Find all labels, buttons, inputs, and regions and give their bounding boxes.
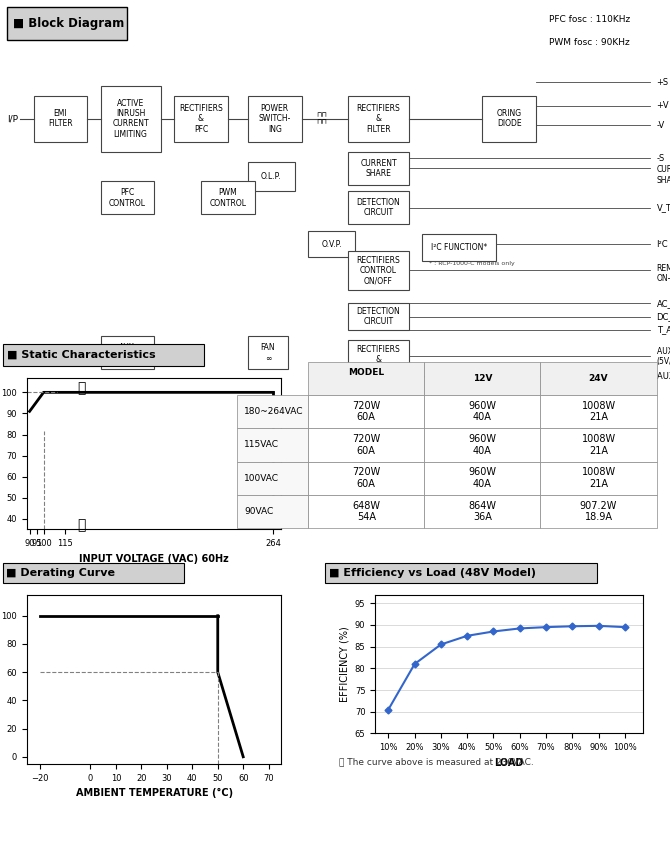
Bar bbox=[325, 562, 597, 583]
Text: * : RCP-1000-C models only: * : RCP-1000-C models only bbox=[429, 261, 515, 266]
Text: RECTIFIERS
&
FILTER: RECTIFIERS & FILTER bbox=[356, 104, 401, 134]
Bar bbox=[3, 562, 184, 583]
FancyBboxPatch shape bbox=[248, 337, 288, 370]
Text: I²C FUNCTION*: I²C FUNCTION* bbox=[431, 243, 487, 252]
X-axis label: LOAD: LOAD bbox=[494, 758, 524, 767]
Text: PWM
CONTROL: PWM CONTROL bbox=[209, 188, 247, 207]
Text: DETECTION
CIRCUIT: DETECTION CIRCUIT bbox=[356, 198, 401, 218]
Text: PFC fosc : 110KHz: PFC fosc : 110KHz bbox=[549, 16, 630, 24]
Text: ■ Static Characteristics: ■ Static Characteristics bbox=[7, 350, 155, 359]
Text: RECTIFIERS
&
FILTER: RECTIFIERS & FILTER bbox=[356, 345, 401, 374]
Text: ⊓⊓
⊓⊓: ⊓⊓ ⊓⊓ bbox=[316, 112, 327, 125]
Text: DC_OK: DC_OK bbox=[657, 312, 670, 321]
FancyBboxPatch shape bbox=[348, 191, 409, 224]
Text: V_TRIM: V_TRIM bbox=[657, 203, 670, 213]
Text: ■ Derating Curve: ■ Derating Curve bbox=[6, 568, 115, 577]
Text: -S: -S bbox=[657, 154, 665, 163]
Text: DETECTION
CIRCUIT: DETECTION CIRCUIT bbox=[356, 307, 401, 326]
Text: AUX POWER
(5V/0.3A): AUX POWER (5V/0.3A) bbox=[657, 346, 670, 366]
FancyBboxPatch shape bbox=[308, 231, 355, 257]
Text: O.L.P.: O.L.P. bbox=[261, 172, 281, 181]
Text: CURRENT
SHARE: CURRENT SHARE bbox=[360, 159, 397, 178]
Y-axis label: EFFICIENCY (%): EFFICIENCY (%) bbox=[339, 626, 349, 702]
Text: Ⓢ The curve above is measured at 230VAC.: Ⓢ The curve above is measured at 230VAC. bbox=[339, 757, 534, 766]
Text: RECTIFIERS
&
PFC: RECTIFIERS & PFC bbox=[179, 104, 223, 134]
Text: EMI
FILTER: EMI FILTER bbox=[48, 109, 72, 128]
FancyBboxPatch shape bbox=[100, 337, 154, 370]
Text: +V: +V bbox=[657, 101, 669, 110]
FancyBboxPatch shape bbox=[100, 181, 154, 214]
Text: ■ Efficiency vs Load (48V Model): ■ Efficiency vs Load (48V Model) bbox=[328, 568, 535, 577]
Text: AC_OK: AC_OK bbox=[657, 299, 670, 308]
Text: RECTIFIERS
CONTROL
ON/OFF: RECTIFIERS CONTROL ON/OFF bbox=[356, 255, 401, 286]
Text: 》: 》 bbox=[77, 518, 86, 532]
FancyBboxPatch shape bbox=[34, 95, 87, 141]
Bar bbox=[3, 345, 204, 366]
Text: ACTIVE
INRUSH
CURRENT
LIMITING: ACTIVE INRUSH CURRENT LIMITING bbox=[113, 99, 149, 139]
FancyBboxPatch shape bbox=[348, 95, 409, 141]
Text: I²C: I²C bbox=[657, 240, 668, 248]
Text: ORING
DIODE: ORING DIODE bbox=[496, 109, 522, 128]
X-axis label: AMBIENT TEMPERATURE (°C): AMBIENT TEMPERATURE (°C) bbox=[76, 788, 232, 799]
Text: O.V.P.: O.V.P. bbox=[322, 240, 342, 248]
Text: POWER
SWITCH-
ING: POWER SWITCH- ING bbox=[259, 104, 291, 134]
Text: REMOTE
ON-OFF: REMOTE ON-OFF bbox=[657, 264, 670, 284]
Text: I/P: I/P bbox=[7, 115, 17, 123]
Text: -V: -V bbox=[657, 121, 665, 130]
Text: FAN
∞: FAN ∞ bbox=[261, 343, 275, 363]
FancyBboxPatch shape bbox=[100, 86, 161, 152]
Bar bbox=[7, 7, 127, 40]
FancyBboxPatch shape bbox=[248, 161, 295, 191]
Text: AUX
POWER: AUX POWER bbox=[113, 343, 141, 363]
Text: T_ALARM: T_ALARM bbox=[657, 326, 670, 334]
FancyBboxPatch shape bbox=[348, 152, 409, 185]
Text: 》: 》 bbox=[77, 381, 86, 395]
Text: ■ Block Diagram: ■ Block Diagram bbox=[13, 16, 125, 30]
FancyBboxPatch shape bbox=[348, 304, 409, 330]
Text: PFC
CONTROL: PFC CONTROL bbox=[109, 188, 146, 207]
Text: AUX GND: AUX GND bbox=[657, 372, 670, 380]
X-axis label: INPUT VOLTAGE (VAC) 60Hz: INPUT VOLTAGE (VAC) 60Hz bbox=[79, 554, 229, 563]
Text: PWM fosc : 90KHz: PWM fosc : 90KHz bbox=[549, 38, 630, 48]
Text: +S: +S bbox=[657, 78, 669, 87]
Text: CURRENT
SHARE: CURRENT SHARE bbox=[657, 165, 670, 185]
FancyBboxPatch shape bbox=[201, 181, 255, 214]
FancyBboxPatch shape bbox=[348, 339, 409, 379]
FancyBboxPatch shape bbox=[422, 234, 496, 260]
FancyBboxPatch shape bbox=[348, 251, 409, 290]
FancyBboxPatch shape bbox=[174, 95, 228, 141]
FancyBboxPatch shape bbox=[248, 95, 302, 141]
FancyBboxPatch shape bbox=[482, 95, 536, 141]
